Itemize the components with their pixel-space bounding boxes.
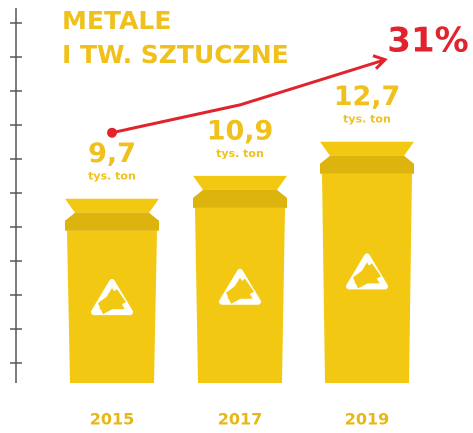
bin-rim <box>193 189 287 208</box>
unit-label: tys. ton <box>343 113 391 126</box>
x-tick-label: 2017 <box>218 410 263 429</box>
x-tick-label: 2019 <box>345 410 390 429</box>
trend-arrowhead <box>372 54 388 70</box>
recycle-icon <box>98 289 126 315</box>
bin-lid <box>193 175 287 190</box>
value-label: 10,9 <box>207 115 274 146</box>
unit-label: tys. ton <box>216 147 264 160</box>
value-label: 12,7 <box>334 81 401 112</box>
chart-title: I TW. SZTUCZNE <box>62 40 289 69</box>
chart-title: METALE <box>62 6 171 35</box>
bin-rim <box>65 212 159 231</box>
recycle-icon <box>226 278 254 304</box>
bin-lid <box>320 141 414 156</box>
bin-lid <box>65 198 159 213</box>
value-label: 9,7 <box>88 138 136 169</box>
growth-annotation: 31% <box>387 21 468 61</box>
x-tick-label: 2015 <box>90 410 135 429</box>
trend-point <box>107 127 117 138</box>
unit-label: tys. ton <box>88 170 136 183</box>
bin-rim <box>320 155 414 174</box>
trend-line <box>111 58 386 135</box>
recycle-icon <box>353 263 381 289</box>
